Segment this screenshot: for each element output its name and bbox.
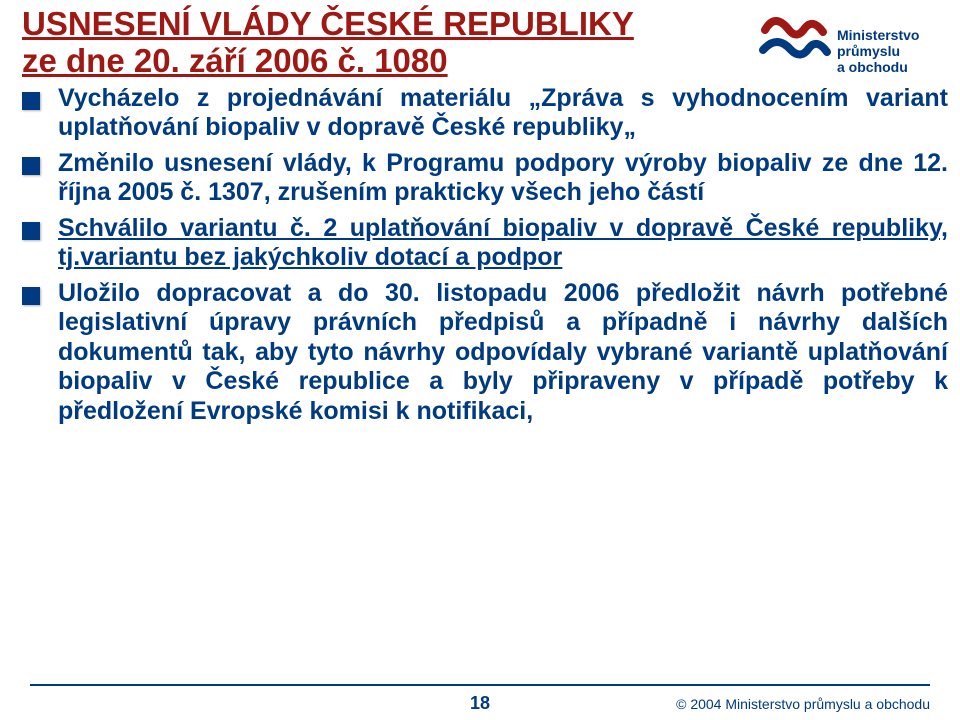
bullet-item: Schválilo variantu č. 2 uplatňování biop…: [22, 214, 948, 273]
title-line-1: USNESENÍ VLÁDY ČESKÉ REPUBLIKY: [22, 5, 634, 42]
bullet-item: Vycházelo z projednávání materiálu „Zprá…: [22, 84, 948, 143]
slide: Ministerstvo průmyslu a obchodu USNESENÍ…: [0, 0, 960, 720]
bullet-item: Změnilo usnesení vlády, k Programu podpo…: [22, 149, 948, 208]
content-area: USNESENÍ VLÁDY ČESKÉ REPUBLIKY ze dne 20…: [22, 6, 772, 432]
bullet-text: Uložilo dopracovat a do 30. listopadu 20…: [58, 279, 948, 425]
copyright-text: © 2004 Ministerstvo průmyslu a obchodu: [676, 696, 930, 712]
slide-title: USNESENÍ VLÁDY ČESKÉ REPUBLIKY ze dne 20…: [22, 6, 772, 80]
bullet-text-underlined: variantu bez jakýchkoliv dotací a podpor: [80, 243, 562, 271]
slide-footer: 18 © 2004 Ministerstvo průmyslu a obchod…: [0, 684, 960, 694]
ministry-logo: Ministerstvo průmyslu a obchodu: [755, 10, 930, 82]
bullet-item: Uložilo dopracovat a do 30. listopadu 20…: [22, 279, 948, 427]
bullet-list: Vycházelo z projednávání materiálu „Zprá…: [22, 84, 772, 427]
svg-text:Ministerstvo: Ministerstvo: [837, 27, 919, 43]
svg-text:průmyslu: průmyslu: [837, 43, 900, 59]
bullet-text: Změnilo usnesení vlády, k Programu podpo…: [58, 149, 948, 207]
footer-divider: [30, 684, 930, 686]
bullet-text: Vycházelo z projednávání materiálu „Zprá…: [58, 84, 948, 142]
svg-text:a obchodu: a obchodu: [837, 59, 908, 75]
title-line-2: ze dne 20. září 2006 č. 1080: [22, 42, 448, 79]
